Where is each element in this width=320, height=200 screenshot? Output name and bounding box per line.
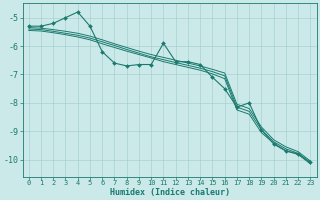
X-axis label: Humidex (Indice chaleur): Humidex (Indice chaleur) (109, 188, 229, 197)
